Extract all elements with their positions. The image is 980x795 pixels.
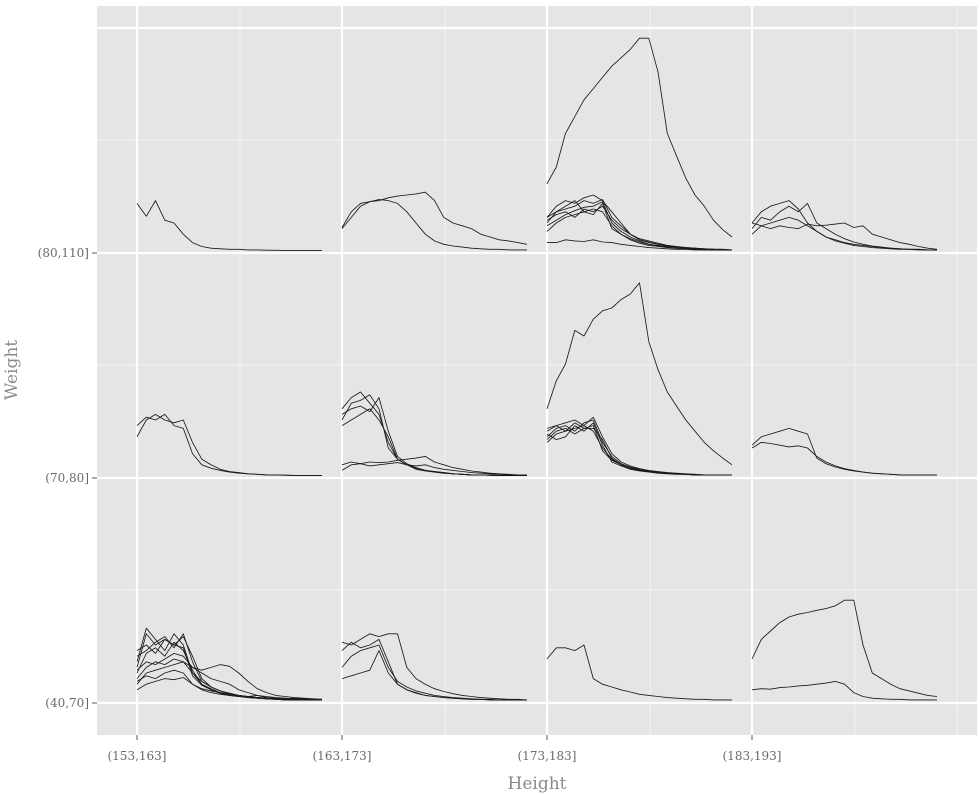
plot-panel: [97, 6, 977, 735]
series-line-1-1: [341, 191, 528, 245]
series-line-6-0: [546, 282, 733, 466]
series-line-10-0: [546, 644, 732, 701]
series-line-5-4: [341, 455, 527, 476]
series-line-3-3: [751, 222, 938, 250]
series-line-6-6: [546, 422, 732, 476]
series-line-7-1: [751, 427, 937, 476]
curves: [136, 37, 938, 701]
grid: [97, 6, 977, 735]
series-line-8-7: [136, 661, 323, 700]
x-tick-label-1: (163,173]: [313, 749, 372, 763]
y-tick-label-1: (70,80]: [45, 471, 89, 485]
series-line-5-3: [341, 408, 527, 476]
x-axis-title: Height: [508, 774, 567, 794]
y-axis-title: Weight: [2, 340, 22, 400]
x-tick-label-2: (173,183]: [518, 749, 577, 763]
x-tick-label-0: (153,163]: [108, 749, 167, 763]
series-line-0-0: [136, 200, 322, 251]
series-line-8-8: [136, 669, 322, 701]
series-line-2-0: [546, 37, 733, 238]
series-line-11-1: [751, 680, 937, 701]
series-line-8-9: [136, 677, 322, 700]
series-line-5-5: [341, 461, 527, 476]
series-line-2-7: [547, 239, 732, 251]
series-line-11-0: [751, 599, 938, 697]
axis-ticks: (153,163] (163,173] (173,183] (183,193] (40,…: [38, 246, 782, 763]
series-line-9-3: [341, 650, 527, 701]
series-line-4-1: [136, 413, 322, 476]
series-line-3-2: [751, 216, 937, 251]
y-tick-label-0: (40,70]: [45, 696, 89, 710]
x-tick-label-3: (183,193]: [723, 749, 782, 763]
series-line-9-1: [341, 633, 528, 701]
y-tick-label-2: (80,110]: [38, 246, 89, 260]
